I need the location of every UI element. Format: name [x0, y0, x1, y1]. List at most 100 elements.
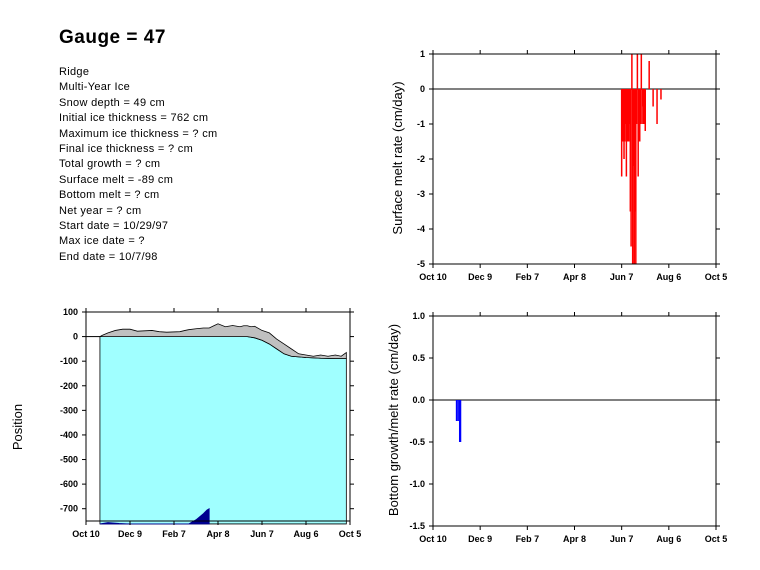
x-tick-label: Oct 5	[339, 529, 362, 539]
y-tick-label: -500	[60, 455, 78, 465]
position-chart: Oct 10 Dec 9 Feb 7 Apr 8 Jun 7 Aug 6 Oct 5 100 0…	[10, 307, 361, 539]
y-tick-label: -200	[60, 381, 78, 391]
info-line: Start date = 10/29/97	[59, 220, 169, 233]
bar	[636, 54, 639, 89]
bar	[635, 89, 638, 124]
bar	[640, 54, 643, 89]
info-line: Max ice date = ?	[59, 235, 145, 248]
x-tick-label: Feb 7	[162, 529, 186, 539]
x-tick-label: Aug 6	[656, 272, 681, 282]
y-tick-label: -0.5	[409, 437, 425, 447]
bar	[633, 89, 635, 264]
x-tick-label: Feb 7	[516, 272, 540, 282]
info-line: Ridge	[59, 66, 90, 78]
y-tick-label: 0.5	[412, 353, 425, 363]
info-line: Net year = ? cm	[59, 204, 142, 217]
bar	[621, 89, 624, 142]
bar	[637, 89, 639, 177]
x-tick-label: Apr 8	[563, 534, 586, 544]
info-line: Total growth = ? cm	[59, 158, 161, 171]
bar	[642, 89, 645, 124]
x-tick-label: Oct 10	[419, 534, 447, 544]
bar	[643, 89, 646, 124]
bar	[622, 89, 624, 142]
bar	[625, 89, 628, 177]
bar	[628, 89, 631, 124]
bar	[630, 89, 632, 247]
y-tick-label: -2	[417, 154, 425, 164]
info-line: Maximum ice thickness = ? cm	[59, 127, 218, 140]
x-tick-label: Apr 8	[563, 272, 586, 282]
y-tick-label: -1	[417, 119, 425, 129]
y-tick-label: 100	[63, 307, 78, 317]
y-tick-label: -300	[60, 405, 78, 415]
x-tick-label: Jun 7	[610, 272, 634, 282]
info-block: Ridge Multi-Year Ice Snow depth = 49 cm …	[59, 65, 217, 265]
y-axis-label: Bottom growth/melt rate (cm/day)	[386, 324, 401, 516]
plot-frame	[432, 53, 717, 265]
bar	[631, 54, 633, 89]
bar	[634, 89, 636, 212]
info-line: Final ice thickness = ? cm	[59, 143, 194, 156]
info-line: End date = 10/7/98	[59, 250, 158, 263]
x-tick-label: Aug 6	[656, 534, 681, 544]
bar	[627, 89, 630, 142]
y-axis-label: Surface melt rate (cm/day)	[390, 81, 405, 234]
bar	[641, 89, 643, 124]
bar	[624, 89, 626, 142]
bar	[631, 89, 634, 264]
y-axis-label: Position	[10, 404, 25, 450]
x-tick-label: Apr 8	[206, 529, 229, 539]
y-tick-label: 1.0	[412, 311, 425, 321]
info-line: Bottom melt = ? cm	[59, 189, 160, 202]
ice-area	[99, 336, 347, 525]
bar	[459, 400, 462, 442]
bar	[652, 89, 654, 107]
x-tick-label: Dec 9	[468, 534, 492, 544]
x-tick-label: Oct 5	[705, 272, 728, 282]
bar	[624, 89, 627, 124]
y-tick-label: -600	[60, 479, 78, 489]
bar	[642, 89, 644, 107]
info-line: Snow depth = 49 cm	[59, 96, 165, 109]
y-tick-label: 0	[73, 332, 78, 342]
bottom-melt-chart: Oct 10 Dec 9 Feb 7 Apr 8 Jun 7 Aug 6 Oct 5 1.0 0…	[386, 311, 727, 544]
bar	[648, 61, 650, 89]
bar	[627, 89, 629, 142]
info-line: Multi-Year Ice	[59, 81, 131, 94]
info-line: Surface melt = -89 cm	[59, 173, 174, 186]
y-tick-label: 0	[420, 84, 425, 94]
x-tick-label: Feb 7	[516, 534, 540, 544]
x-tick-label: Oct 5	[705, 534, 728, 544]
y-tick-label: -100	[60, 356, 78, 366]
bar	[632, 89, 635, 166]
bar	[638, 89, 640, 142]
y-tick-label: -5	[417, 259, 425, 269]
x-tick-label: Dec 9	[468, 272, 492, 282]
snow-area	[98, 323, 347, 359]
surface-melt-chart: Oct 10 Dec 9 Feb 7 Apr 8 Jun 7 Aug 6 Oct 5 1 0 -1…	[390, 49, 727, 282]
y-tick-label: -1.5	[409, 521, 425, 531]
x-tick-label: Oct 10	[72, 529, 100, 539]
x-tick-label: Jun 7	[610, 534, 634, 544]
bar	[639, 89, 642, 124]
y-tick-label: -4	[417, 224, 425, 234]
x-tick-label: Aug 6	[293, 529, 318, 539]
bar	[635, 89, 637, 264]
bar	[638, 89, 641, 142]
y-tick-label: -700	[60, 504, 78, 514]
bar	[620, 89, 623, 177]
plot-frame	[432, 315, 717, 527]
chart-title: Gauge = 47	[59, 27, 166, 48]
info-line: Initial ice thickness = 762 cm	[59, 112, 209, 125]
x-tick-label: Jun 7	[250, 529, 274, 539]
bar	[629, 89, 632, 212]
bar	[458, 400, 461, 442]
bar	[623, 89, 625, 159]
bar	[626, 89, 628, 142]
bar	[457, 400, 459, 421]
x-tick-label: Dec 9	[118, 529, 142, 539]
bar	[644, 89, 646, 131]
y-tick-label: -1.0	[409, 479, 425, 489]
